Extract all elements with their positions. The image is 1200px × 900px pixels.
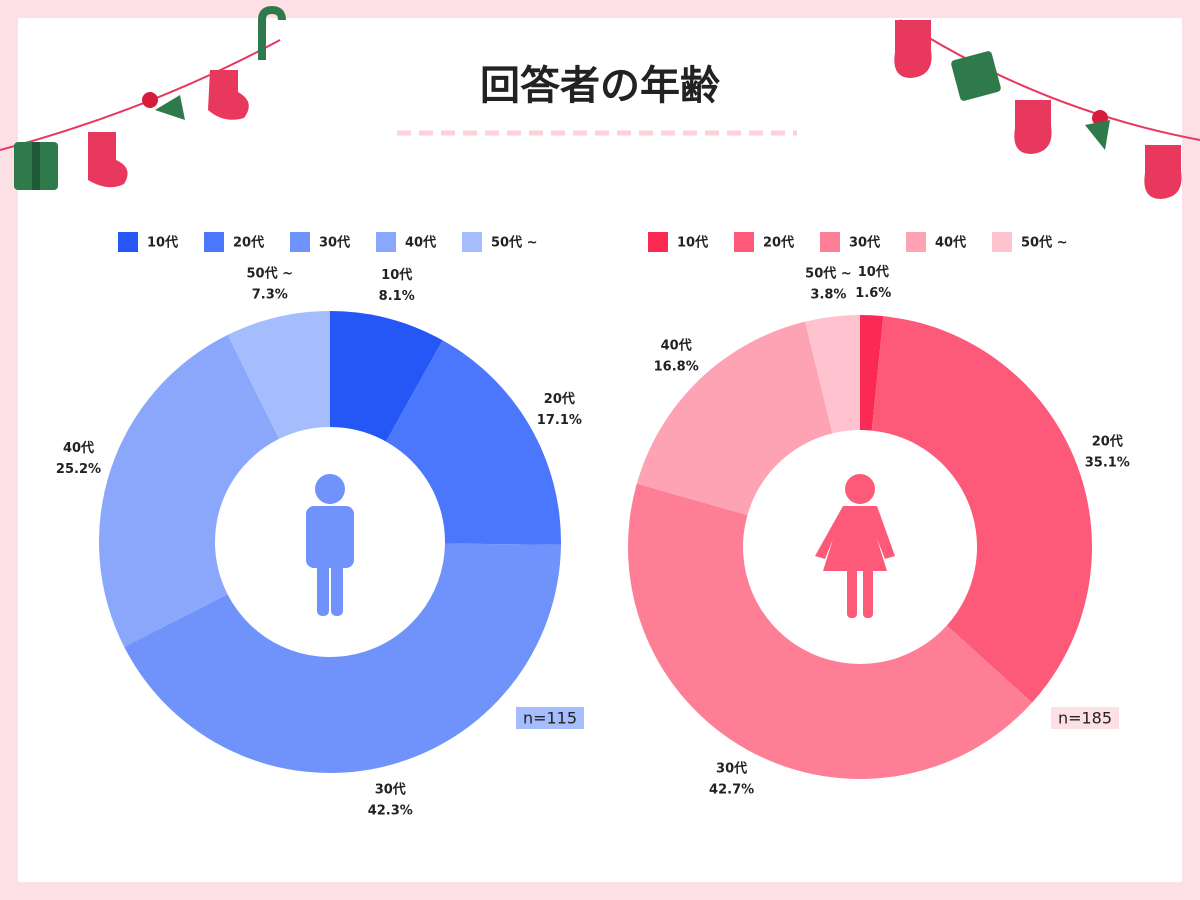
legend-swatch — [992, 232, 1012, 252]
legend-label: 10代 — [147, 235, 178, 251]
legend-swatch — [820, 232, 840, 252]
donut-slice — [627, 483, 1033, 780]
slice-value-label: 35.1% — [1085, 455, 1130, 470]
legend-label: 50代 ~ — [1021, 235, 1068, 251]
donut-slice — [871, 316, 1093, 703]
legend-swatch — [290, 232, 310, 252]
slice-value-label: 7.3% — [252, 287, 288, 302]
slice-category-label: 40代 — [661, 338, 692, 354]
donut-slice — [636, 321, 833, 516]
slice-value-label: 42.7% — [709, 782, 754, 797]
legend-swatch — [462, 232, 482, 252]
legend-swatch — [376, 232, 396, 252]
legend-label: 10代 — [677, 235, 708, 251]
slice-category-label: 30代 — [716, 760, 747, 776]
slice-category-label: 20代 — [544, 391, 575, 407]
annotation-background — [516, 707, 584, 729]
slice-value-label: 25.2% — [56, 462, 101, 477]
page-title: 回答者の年齢 — [480, 63, 720, 109]
slice-category-label: 50代 ~ — [805, 265, 852, 281]
legend-swatch — [648, 232, 668, 252]
legend-swatch — [734, 232, 754, 252]
slice-value-label: 3.8% — [810, 287, 846, 302]
donut-slice — [330, 311, 443, 442]
slice-category-label: 20代 — [1092, 433, 1123, 449]
slice-value-label: 17.1% — [537, 413, 582, 428]
sample-size: n=185 — [1058, 709, 1112, 728]
garland-left — [0, 5, 286, 190]
slice-value-label: 1.6% — [855, 286, 891, 301]
legend-label: 30代 — [849, 235, 880, 251]
female-icon — [815, 474, 895, 618]
legend-label: 20代 — [233, 235, 264, 251]
slice-category-label: 40代 — [63, 440, 94, 456]
slice-category-label: 50代 ~ — [246, 265, 293, 281]
male-icon — [306, 474, 354, 616]
legend-label: 40代 — [935, 235, 966, 251]
slice-value-label: 8.1% — [379, 289, 415, 304]
slice-category-label: 10代 — [858, 264, 889, 280]
donut-slice — [860, 315, 884, 431]
annotation-background — [1051, 707, 1119, 729]
donut-slice — [227, 311, 330, 439]
slice-category-label: 30代 — [375, 782, 406, 798]
garland-right — [894, 19, 1200, 199]
sample-size: n=115 — [523, 709, 577, 728]
slice-category-label: 10代 — [381, 267, 412, 283]
slice-value-label: 16.8% — [654, 360, 699, 375]
legend-label: 50代 ~ — [491, 235, 538, 251]
legend-label: 30代 — [319, 235, 350, 251]
legend-label: 20代 — [763, 235, 794, 251]
donut-slice — [805, 315, 860, 434]
slice-value-label: 42.3% — [368, 804, 413, 819]
legend-swatch — [118, 232, 138, 252]
legend-swatch — [906, 232, 926, 252]
donut-slice — [98, 334, 280, 647]
legend-swatch — [204, 232, 224, 252]
donut-slice — [124, 543, 561, 773]
legend-label: 40代 — [405, 235, 436, 251]
donut-slice — [386, 340, 561, 545]
